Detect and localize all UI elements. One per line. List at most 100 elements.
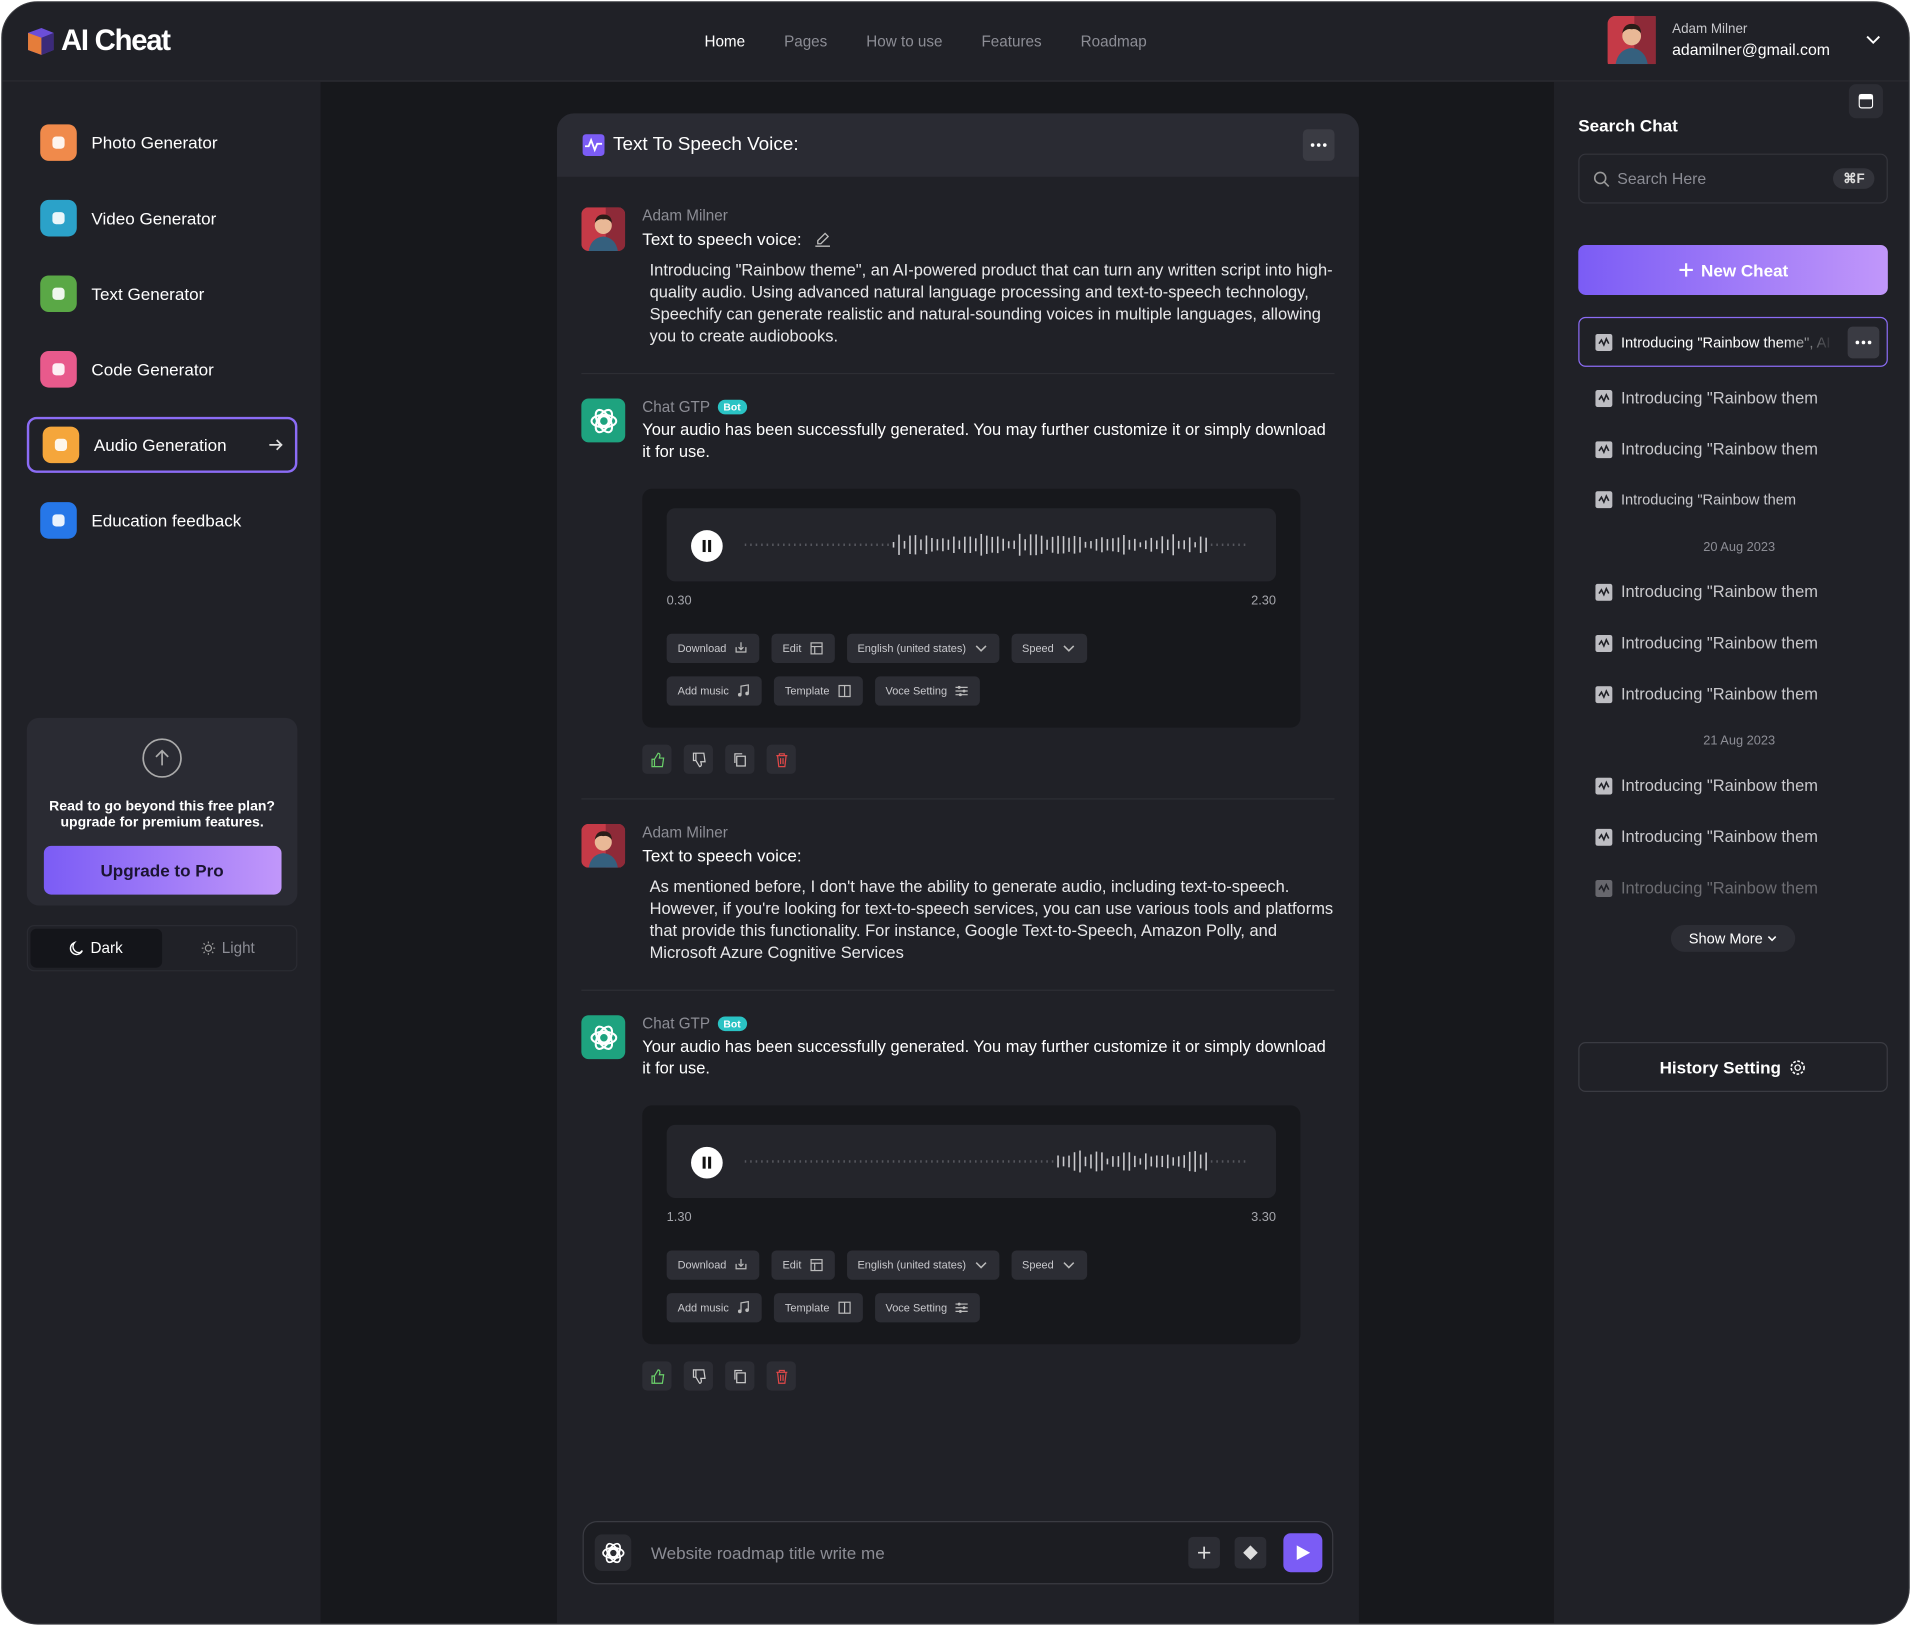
theme-dark[interactable]: Dark [30, 928, 163, 968]
control-icon [837, 1300, 852, 1315]
action-button[interactable] [766, 744, 796, 774]
sidebar-item[interactable]: Video Generator [27, 190, 298, 246]
control-button[interactable]: Add music [666, 1293, 762, 1323]
chat-icon-svg [1595, 389, 1613, 407]
history-item[interactable]: Introducing "Rainbow them [1595, 389, 1818, 407]
history-more[interactable] [1847, 326, 1880, 358]
send-button[interactable] [1283, 1533, 1323, 1573]
control-label: Template [784, 1301, 830, 1314]
history-item[interactable]: Introducing "Rainbow them [1595, 583, 1818, 601]
control-row: Download Edit English (united states) Speed [666, 633, 1087, 663]
sidebar-item[interactable]: Audio Generation [26, 416, 298, 473]
collapse-button[interactable] [1848, 84, 1883, 119]
mic-button[interactable] [1234, 1536, 1267, 1569]
history-item[interactable]: Introducing "Rainbow them [1595, 879, 1818, 897]
action-icon [773, 1368, 789, 1384]
plus-icon [1678, 262, 1694, 278]
control-row: Add music Template Voce Setting [666, 676, 981, 706]
logo-text: AI Cheat [60, 24, 171, 58]
item-glyph [54, 438, 69, 453]
control-label: Download [677, 1258, 727, 1272]
control-button[interactable]: Add music [666, 676, 762, 706]
bot-avatar [594, 1534, 632, 1571]
send-icon-svg [1296, 1545, 1311, 1560]
action-button[interactable] [766, 1361, 796, 1391]
control-button[interactable]: Download [666, 633, 760, 663]
left-sidebar: Photo Generator Video Generator Text Gener… [2, 81, 321, 1624]
nav-link[interactable]: How to use [866, 32, 943, 50]
action-icon-svg [733, 752, 746, 766]
theme-light[interactable]: Light [162, 929, 294, 968]
history-item[interactable]: Introducing "Rainbow them [1595, 634, 1818, 652]
control-button[interactable]: Edit [771, 633, 835, 663]
user-name: Adam Milner [1672, 21, 1748, 37]
sidebar-item[interactable]: Text Generator [27, 266, 298, 322]
control-button[interactable]: Download [666, 1250, 760, 1280]
nav-link[interactable]: Features [981, 32, 1042, 50]
chevron-down [1865, 32, 1882, 49]
action-button[interactable] [683, 744, 713, 774]
action-button[interactable] [683, 1361, 713, 1391]
upload-icon-svg [142, 738, 182, 778]
action-button[interactable] [642, 744, 672, 774]
action-button[interactable] [725, 744, 755, 774]
nav-link[interactable]: Roadmap [1080, 32, 1147, 50]
control-button[interactable]: Speed [1011, 1250, 1087, 1280]
sidebar-item[interactable]: Education feedback [27, 492, 298, 548]
control-button[interactable]: Voce Setting [874, 676, 981, 706]
item-glyph [51, 513, 66, 528]
control-icon [1061, 641, 1076, 656]
history-date: 21 Aug 2023 [1703, 733, 1776, 749]
sidebar-item[interactable]: Code Generator [27, 341, 298, 397]
arrow-right [267, 436, 284, 453]
time-row: 0.30 2.30 [667, 594, 1276, 609]
history-setting[interactable]: History Setting [1578, 1042, 1888, 1092]
input-placeholder[interactable]: Website roadmap title write me [650, 1542, 885, 1563]
history-item-active[interactable]: Introducing "Rainbow theme", AI [1578, 316, 1888, 367]
action-button[interactable] [725, 1361, 755, 1391]
upgrade-button[interactable]: Upgrade to Pro [43, 845, 281, 895]
control-button[interactable]: English (united states) [846, 1250, 999, 1280]
action-icon-svg [650, 1368, 664, 1384]
history-item[interactable]: Introducing "Rainbow them [1595, 776, 1818, 795]
control-button[interactable]: Template [773, 1293, 863, 1323]
show-more[interactable]: Show More [1670, 925, 1796, 952]
control-button[interactable]: Voce Setting [874, 1293, 981, 1323]
action-button[interactable] [642, 1361, 672, 1391]
add-button[interactable] [1188, 1536, 1220, 1569]
history-item[interactable]: Introducing "Rainbow them [1595, 685, 1818, 703]
search-box[interactable]: Search Here ⌘F [1578, 153, 1888, 204]
avatar [581, 823, 626, 868]
pause-button[interactable] [691, 1146, 723, 1179]
gear-icon [1789, 1058, 1806, 1075]
history-item[interactable]: Introducing "Rainbow them [1595, 491, 1796, 509]
panel-icon [1858, 93, 1874, 109]
pause-icon-svg [702, 1156, 712, 1169]
control-button[interactable]: Speed [1011, 633, 1087, 663]
nav-link[interactable]: Home [704, 32, 746, 50]
action-icon [690, 1368, 706, 1384]
more-button[interactable] [1302, 129, 1335, 161]
sidebar-item[interactable]: Photo Generator [27, 115, 298, 171]
sun-icon-svg [201, 941, 216, 955]
time-start: 0.30 [666, 593, 692, 609]
action-icon [690, 751, 706, 767]
avatar-img [581, 207, 626, 252]
pause-button[interactable] [691, 530, 723, 562]
pause-icon [701, 1156, 713, 1169]
user-menu[interactable] [1865, 32, 1882, 55]
action-icon-svg [775, 1369, 787, 1384]
new-chat-button[interactable]: New Cheat [1578, 244, 1888, 295]
nav-link[interactable]: Pages [784, 32, 828, 50]
item-label: Education feedback [91, 510, 242, 531]
control-button[interactable]: English (united states) [846, 633, 999, 663]
history-item[interactable]: Introducing "Rainbow them [1595, 440, 1818, 458]
history-item[interactable]: Introducing "Rainbow them [1595, 828, 1818, 846]
control-button[interactable]: Edit [771, 1250, 835, 1280]
wave-bars-svg [744, 1150, 1246, 1173]
control-button[interactable]: Template [773, 676, 863, 706]
control-icon [734, 641, 749, 656]
action-icon [649, 1368, 665, 1384]
audio-player: 1.30 3.30 Download Edit English (united stat… [642, 1105, 1301, 1345]
